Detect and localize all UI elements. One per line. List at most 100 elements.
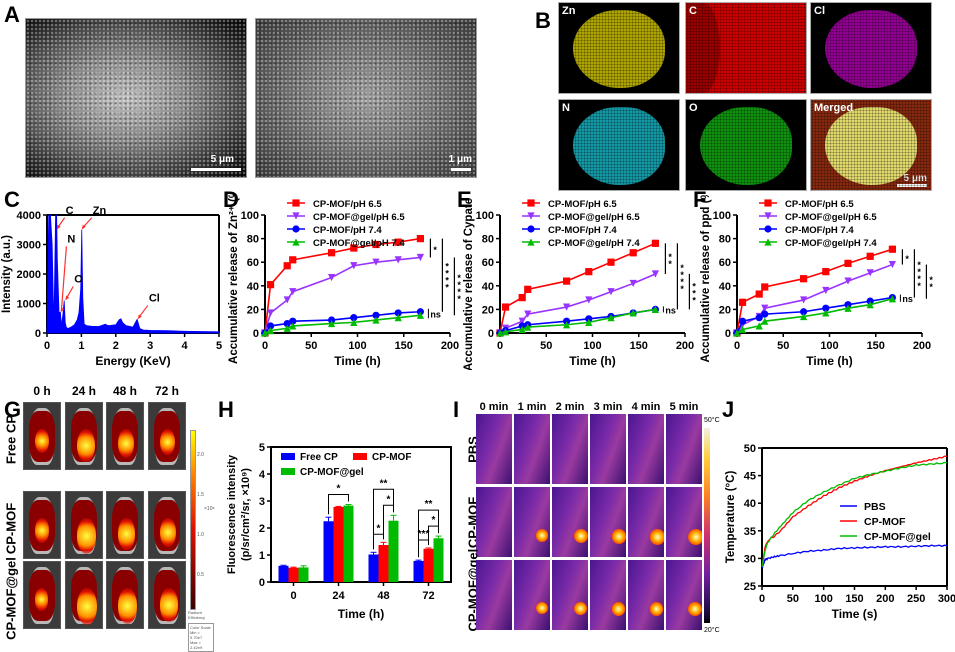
data-point-triangle-down (607, 288, 615, 296)
data-point-triangle-up (283, 324, 291, 332)
y-tick-label: 40 (482, 281, 494, 293)
eds-element-label: Zn (562, 5, 576, 17)
legend-label: CP-MOF@gel/pH 6.5 (548, 212, 640, 223)
y-tick-label: 50 (744, 443, 756, 455)
panel-label-g: G (4, 397, 22, 422)
mouse-image (23, 561, 61, 629)
significance-ns: ns (665, 305, 676, 315)
data-point-circle (283, 319, 291, 328)
data-point-square (292, 199, 300, 207)
legend-label: CP-MOF@gel (864, 531, 931, 543)
significance-star: * (387, 494, 391, 505)
legend-label: CP-MOF/pH 7.4 (785, 225, 854, 236)
y-axis-label: Intensity (a.u.) (1, 235, 13, 313)
thermal-image (476, 414, 512, 484)
peak-label-o: O (74, 274, 83, 286)
data-point-square (328, 249, 336, 257)
fluorescence-hotspot (34, 518, 50, 543)
x-tick-label: 300 (938, 593, 955, 605)
eds-noise (811, 100, 931, 190)
spectrum-area (46, 214, 220, 334)
data-point-triangle-up (764, 238, 772, 246)
data-point-triangle-down (328, 273, 336, 282)
eds-map-merged: 5 μm Merged (810, 99, 932, 191)
data-point-triangle-up (563, 321, 571, 329)
x-tick-label: 150 (630, 340, 648, 352)
legend-label: CP-MOF/pH 7.4 (548, 225, 617, 236)
thermal-hotspot (649, 602, 664, 616)
x-tick-label: 0 (44, 340, 50, 352)
colorbar-min-label: 20°C (704, 627, 720, 634)
sem-image-low-mag: 5 μm (25, 18, 247, 178)
significance-star: * (917, 274, 921, 284)
peak-label-zn: Zn (93, 205, 107, 217)
eds-noise (686, 3, 806, 93)
data-point-square (607, 258, 615, 266)
mouse-image (65, 491, 103, 559)
significance-star: * (692, 289, 696, 299)
scale-bar (191, 168, 241, 171)
significance-bracket (328, 494, 349, 515)
x-tick-label: 100 (814, 593, 832, 605)
x-tick-label: 3 (147, 340, 153, 352)
significance-star: * (680, 270, 684, 280)
significance-star: * (457, 287, 461, 297)
significance-star: * (377, 523, 381, 534)
mouse-image (23, 491, 61, 559)
data-point-square (866, 252, 874, 260)
annotation-arrowhead (65, 295, 70, 301)
series-line-cp-mof-gel (761, 461, 948, 567)
data-point-circle (761, 310, 769, 318)
legend-label: CP-MOF/pH 6.5 (785, 199, 854, 210)
scale-bar-label: 5 μm (904, 173, 927, 184)
panel-label-a: A (4, 2, 20, 27)
data-point-triangle-up (761, 317, 769, 325)
data-point-triangle-down (844, 277, 852, 285)
eds-element-label: Cl (814, 5, 825, 17)
fluorescence-hotspot (34, 588, 49, 611)
bar-free-cp (323, 521, 334, 582)
legend-label: CP-MOF/pH 6.5 (313, 199, 382, 210)
column-label: 72 h (154, 384, 179, 398)
thermal-image (552, 414, 588, 484)
chart-ppd-release: 0 20 40 60 80 100 0 50 100 150 200 Time (h) Accumula… (700, 195, 933, 368)
data-point-square (755, 290, 763, 298)
thermal-image (590, 560, 626, 630)
data-point-triangle-down (585, 296, 593, 304)
bar-free-cp (368, 554, 379, 582)
data-point-circle (800, 308, 808, 316)
annotation-arrow (60, 246, 68, 311)
chart-eds-spectrum: 0 1000 2000 3000 4000 0 1 2 3 4 5 Energy (KeV) Inten… (1, 205, 222, 368)
colorbar-max-label: 50°C (704, 417, 720, 424)
significance-star: * (445, 276, 449, 286)
scale-bar (897, 184, 927, 187)
x-tick-label: 150 (845, 593, 863, 605)
fluorescence-hotspot (117, 429, 134, 458)
panel-label-e: E (457, 187, 472, 212)
x-tick-label: 100 (348, 340, 366, 352)
x-axis-label: Time (s) (832, 607, 878, 621)
panel-label-i: I (453, 397, 460, 422)
mouse-image (65, 561, 103, 629)
annotation-arrowhead (60, 307, 65, 313)
data-point-triangle-up (585, 318, 593, 326)
x-tick-label: 4 (182, 340, 189, 352)
data-point-triangle-down (629, 279, 637, 288)
data-point-triangle-up (266, 327, 275, 335)
fluorescence-hotspot (159, 518, 176, 547)
x-tick-label: 250 (907, 593, 925, 605)
mouse-image (106, 491, 144, 559)
data-point-square (822, 268, 830, 276)
significance-bracket (418, 509, 439, 558)
y-axis-label: Accumulative release of Zn²⁺ (%) (228, 195, 240, 364)
data-point-circle (266, 322, 275, 330)
legend-label: CP-MOF/pH 7.4 (313, 225, 382, 236)
data-point-triangle-up (527, 238, 535, 246)
y-axis-label: Fluorescence intensity (226, 454, 238, 574)
fluorescence-hotspot (159, 429, 175, 455)
data-point-triangle-down (518, 317, 526, 325)
y-tick-label: 40 (744, 498, 756, 510)
column-label: 3 min (593, 401, 623, 413)
legend-label: PBS (864, 501, 886, 513)
